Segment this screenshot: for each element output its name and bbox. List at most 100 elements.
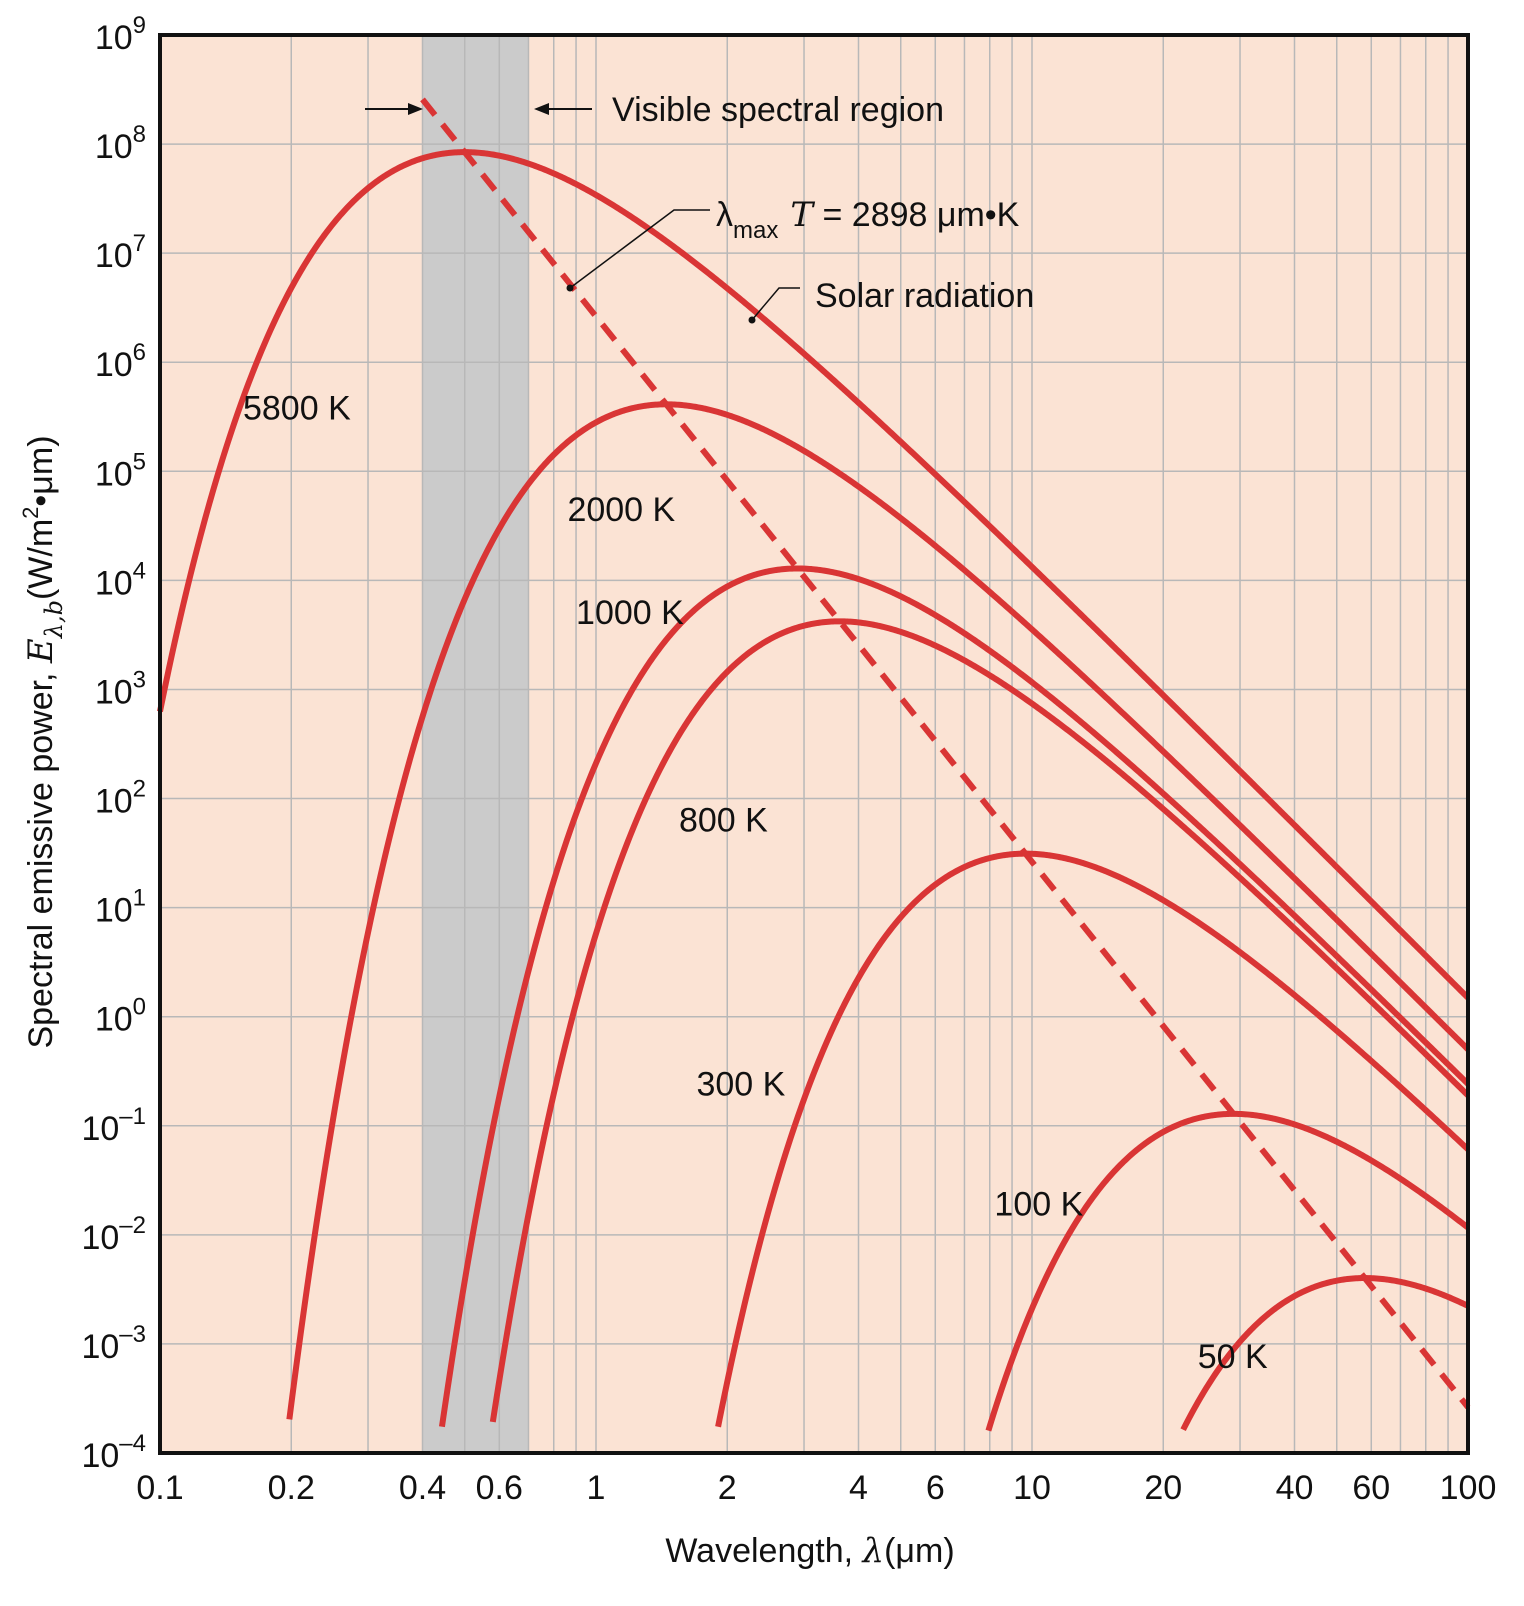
y-tick-exponent: 7 (133, 230, 146, 257)
y-axis-units-sup: 2 (18, 507, 43, 519)
solar-annotation: Solar radiation (748, 277, 1034, 324)
visible-region-band (422, 35, 529, 1453)
visible-region-label: Visible spectral region (612, 91, 944, 129)
y-tick-base: 10 (81, 1219, 119, 1257)
y-tick-base: 10 (81, 1110, 119, 1148)
curve-label-50k: 50 K (1198, 1338, 1268, 1376)
x-tick-label: 2 (718, 1469, 737, 1507)
curve-label-5800k: 5800 K (243, 389, 351, 427)
y-tick-base: 10 (95, 455, 133, 493)
y-tick-label: 102 (95, 776, 146, 821)
y-tick-base: 10 (95, 19, 133, 57)
y-tick-label: 109 (95, 12, 146, 57)
wien-label: λmax T = 2898 μm•K (716, 195, 1020, 244)
y-tick-exponent: 8 (133, 121, 146, 148)
x-axis-title-text: Wavelength, (665, 1532, 862, 1570)
y-tick-base: 10 (95, 1001, 133, 1039)
wien-annotation: λmax T = 2898 μm•K (566, 195, 1020, 292)
y-tick-label: 107 (95, 230, 146, 275)
y-tick-base: 10 (81, 1437, 119, 1475)
solar-leader-dot (748, 316, 756, 324)
y-tick-label: 100 (95, 994, 146, 1039)
x-tick-label: 0.1 (136, 1469, 183, 1507)
y-axis-subscript: λ,b (40, 600, 68, 639)
x-tick-label: 100 (1440, 1469, 1497, 1507)
y-tick-labels: 10910810710610510410310210110010–110–210… (81, 12, 146, 1475)
y-tick-exponent: 5 (133, 448, 146, 475)
y-tick-exponent: –2 (119, 1212, 146, 1239)
y-tick-base: 10 (95, 892, 133, 930)
solar-label: Solar radiation (815, 277, 1034, 315)
y-tick-base: 10 (95, 673, 133, 711)
y-tick-base: 10 (95, 564, 133, 602)
curve-label-2000k: 2000 K (567, 491, 675, 529)
y-tick-exponent: 0 (133, 994, 146, 1021)
series-curves (157, 149, 1471, 1432)
y-tick-base: 10 (95, 346, 133, 384)
curve-2000k (286, 401, 1471, 1420)
x-tick-label: 0.4 (399, 1469, 446, 1507)
y-tick-label: 10–4 (81, 1430, 146, 1475)
y-tick-base: 10 (95, 783, 133, 821)
curve-100k (985, 1110, 1470, 1432)
x-tick-label: 20 (1144, 1469, 1182, 1507)
x-axis-units: (μm) (884, 1532, 955, 1570)
y-tick-label: 10–3 (81, 1321, 146, 1366)
wien-leader-line (569, 209, 710, 289)
plot-frame (158, 33, 1470, 1455)
y-tick-base: 10 (95, 237, 133, 275)
y-axis-E: E (21, 638, 61, 664)
curve-labels: 5800 K 2000 K 1000 K 800 K 300 K 100 K 50 K (243, 389, 1268, 1376)
curve-label-300k: 300 K (696, 1065, 785, 1103)
y-axis-units-b: •μm) (22, 435, 60, 506)
y-axis-title: Spectral emissive power, Eλ,b(W/m2•μm) (18, 435, 68, 1048)
y-tick-label: 104 (95, 557, 146, 602)
x-axis-lambda: λ (861, 1531, 885, 1571)
y-tick-base: 10 (95, 128, 133, 166)
x-tick-label: 40 (1276, 1469, 1314, 1507)
y-axis-title-text: Spectral emissive power, (22, 663, 60, 1049)
y-tick-exponent: 4 (133, 557, 146, 584)
curve-label-100k: 100 K (994, 1186, 1083, 1224)
curve-label-800k: 800 K (679, 801, 768, 839)
solar-leader-line (751, 287, 800, 321)
y-tick-label: 103 (95, 666, 146, 711)
y-tick-label: 10–2 (81, 1212, 146, 1257)
y-tick-exponent: –3 (119, 1321, 146, 1348)
wien-displacement-line (420, 97, 1471, 1410)
x-tick-label: 10 (1013, 1469, 1051, 1507)
y-tick-label: 106 (95, 339, 146, 384)
curve-50k (1180, 1275, 1470, 1432)
curve-800k (489, 618, 1471, 1423)
x-tick-label: 60 (1352, 1469, 1390, 1507)
y-tick-exponent: 1 (133, 885, 146, 912)
y-tick-exponent: 6 (133, 339, 146, 366)
grid (160, 35, 1468, 1453)
x-tick-labels: 0.1 0.2 0.4 0.6 1 2 4 6 10 20 40 60 100 (136, 1469, 1496, 1507)
y-tick-exponent: 3 (133, 666, 146, 693)
y-tick-exponent: –4 (119, 1430, 146, 1457)
right-arrow-head (534, 103, 549, 115)
x-tick-label: 4 (849, 1469, 868, 1507)
wien-equation: = 2898 μm•K (813, 196, 1020, 234)
curve-300k (715, 850, 1471, 1428)
wien-max-subscript: max (733, 217, 778, 244)
y-tick-label: 105 (95, 448, 146, 493)
wien-leader-dot (566, 284, 574, 292)
y-tick-exponent: 2 (133, 776, 146, 803)
x-tick-label: 1 (587, 1469, 606, 1507)
plot-background (160, 35, 1468, 1453)
visible-region-annotation: Visible spectral region (365, 91, 944, 129)
left-arrow-head (408, 103, 423, 115)
y-axis-units-a: (W/m (22, 519, 60, 600)
y-tick-exponent: 9 (133, 12, 146, 39)
y-tick-label: 101 (95, 885, 146, 930)
x-tick-label: 0.2 (268, 1469, 315, 1507)
y-tick-label: 108 (95, 121, 146, 166)
x-axis-title: Wavelength, λ(μm) (665, 1531, 954, 1571)
wien-T: T (790, 195, 815, 235)
y-tick-label: 10–1 (81, 1103, 146, 1148)
x-tick-label: 0.6 (476, 1469, 523, 1507)
wien-lambda: λ (716, 196, 733, 234)
